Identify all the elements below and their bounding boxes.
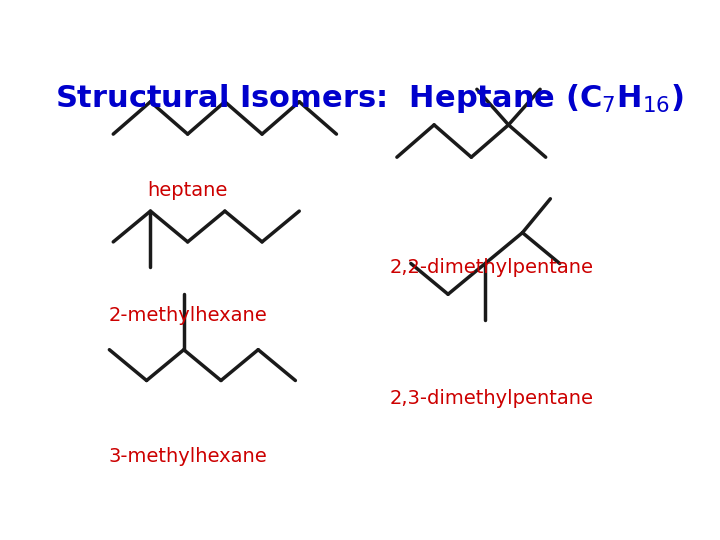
Text: 2-methylhexane: 2-methylhexane [108, 306, 267, 325]
Text: 2,2-dimethylpentane: 2,2-dimethylpentane [390, 258, 594, 277]
Text: 3-methylhexane: 3-methylhexane [108, 447, 267, 467]
Text: Structural Isomers:  Heptane (C$_7$H$_{16}$): Structural Isomers: Heptane (C$_7$H$_{16… [55, 82, 683, 114]
Text: heptane: heptane [148, 181, 228, 200]
Text: 2,3-dimethylpentane: 2,3-dimethylpentane [390, 389, 594, 408]
